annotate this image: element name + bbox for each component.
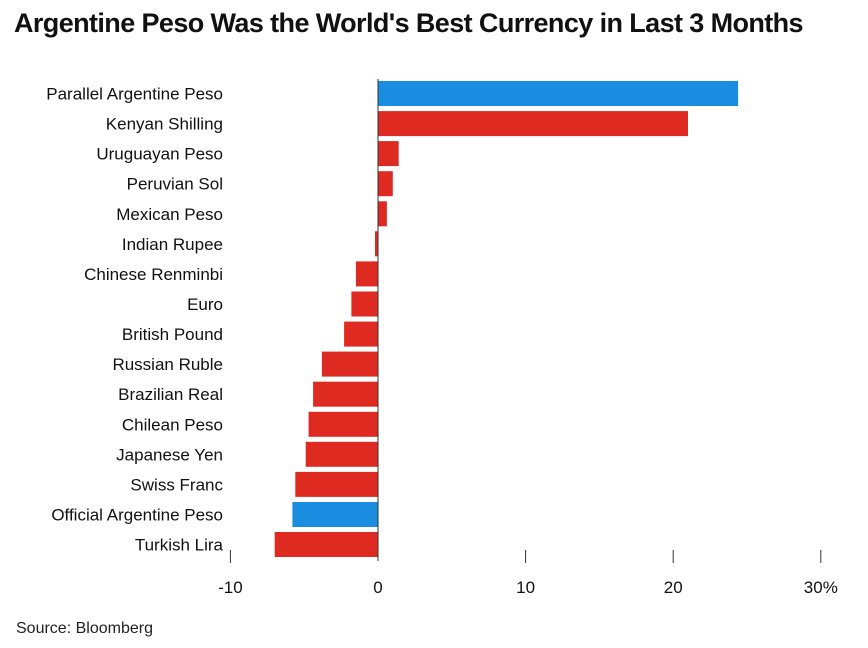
bar-swiss-franc bbox=[295, 471, 378, 497]
category-label-swiss-franc: Swiss Franc bbox=[130, 475, 223, 494]
bar-indian-rupee bbox=[375, 231, 378, 257]
bar-japanese-yen bbox=[305, 441, 378, 467]
category-labels-group: Parallel Argentine Peso Kenyan Shilling Ur… bbox=[46, 85, 223, 555]
category-label-euro: Euro bbox=[187, 295, 223, 314]
category-label-peruvian-sol: Peruvian Sol bbox=[127, 175, 223, 194]
category-label-chilean-peso: Chilean Peso bbox=[122, 415, 223, 434]
x-tick-label: 20 bbox=[664, 578, 683, 597]
bar-kenyan-shilling bbox=[378, 111, 688, 137]
bars-group bbox=[274, 81, 739, 557]
x-tick-label: 30% bbox=[804, 578, 838, 597]
bar-brazilian-real bbox=[313, 381, 378, 407]
category-label-indian-rupee: Indian Rupee bbox=[122, 235, 223, 254]
category-label-chinese-renminbi: Chinese Renminbi bbox=[84, 265, 223, 284]
bar-chilean-peso bbox=[308, 411, 378, 437]
bar-russian-ruble bbox=[321, 351, 378, 377]
category-label-mexican-peso: Mexican Peso bbox=[116, 205, 223, 224]
x-tick-label: -10 bbox=[218, 578, 243, 597]
category-label-russian-ruble: Russian Ruble bbox=[112, 355, 223, 374]
x-tick-label: 10 bbox=[516, 578, 535, 597]
category-label-brazilian-real: Brazilian Real bbox=[118, 385, 223, 404]
bar-parallel-argentine-peso bbox=[378, 81, 739, 106]
x-axis: -10 0 10 20 30% bbox=[218, 79, 838, 597]
category-label-british-pound: British Pound bbox=[122, 325, 223, 344]
category-label-official-argentine-peso: Official Argentine Peso bbox=[51, 506, 223, 525]
x-tick-label: 0 bbox=[373, 578, 382, 597]
bar-chinese-renminbi bbox=[355, 261, 378, 287]
bar-uruguayan-peso bbox=[378, 141, 399, 167]
bar-euro bbox=[351, 291, 378, 317]
category-label-turkish-lira: Turkish Lira bbox=[135, 536, 224, 555]
bar-peruvian-sol bbox=[378, 171, 393, 197]
category-label-japanese-yen: Japanese Yen bbox=[116, 445, 223, 464]
bar-british-pound bbox=[344, 321, 378, 347]
chart-title: Argentine Peso Was the World's Best Curr… bbox=[14, 8, 804, 38]
category-label-kenyan-shilling: Kenyan Shilling bbox=[106, 115, 223, 134]
category-label-parallel-argentine-peso: Parallel Argentine Peso bbox=[46, 85, 223, 104]
bar-official-argentine-peso bbox=[292, 502, 378, 527]
bar-mexican-peso bbox=[378, 201, 387, 227]
source-note: Source: Bloomberg bbox=[16, 620, 153, 637]
category-label-uruguayan-peso: Uruguayan Peso bbox=[96, 145, 223, 164]
bar-turkish-lira bbox=[274, 532, 378, 557]
